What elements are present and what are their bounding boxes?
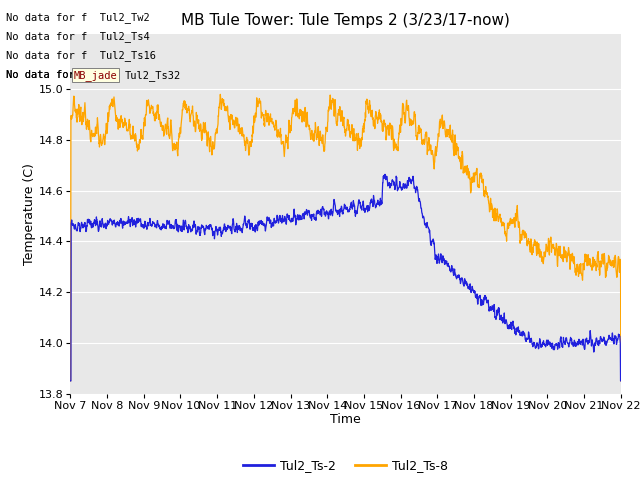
- Text: MB_jade: MB_jade: [74, 70, 117, 81]
- Y-axis label: Temperature (C): Temperature (C): [23, 163, 36, 264]
- Text: No data for f  Tul2_Ts16: No data for f Tul2_Ts16: [6, 50, 156, 61]
- Text: No data for f: No data for f: [6, 70, 100, 80]
- X-axis label: Time: Time: [330, 413, 361, 426]
- Title: MB Tule Tower: Tule Temps 2 (3/23/17-now): MB Tule Tower: Tule Temps 2 (3/23/17-now…: [181, 13, 510, 28]
- Text: No data for f: No data for f: [6, 70, 100, 80]
- Text: Tul2_Ts32: Tul2_Ts32: [125, 70, 181, 81]
- Text: No data for f  Tul2_Tw2: No data for f Tul2_Tw2: [6, 12, 150, 23]
- Text: No data for f  Tul2_Ts4: No data for f Tul2_Ts4: [6, 31, 150, 42]
- Legend: Tul2_Ts-2, Tul2_Ts-8: Tul2_Ts-2, Tul2_Ts-8: [238, 455, 453, 477]
